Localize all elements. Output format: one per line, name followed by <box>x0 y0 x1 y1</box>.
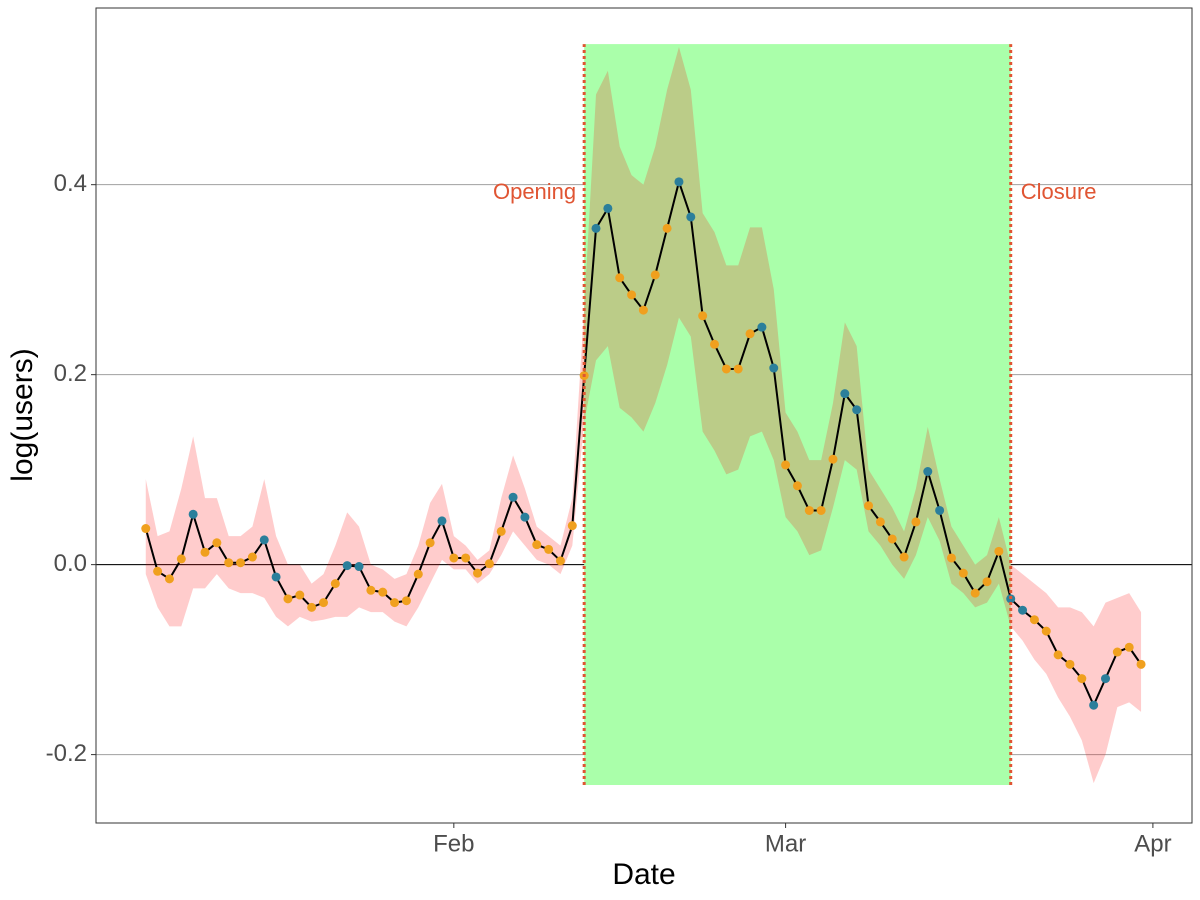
point <box>721 364 731 374</box>
point <box>591 223 601 233</box>
shaded-region <box>584 44 1011 786</box>
point <box>698 311 708 321</box>
point <box>200 547 210 557</box>
point <box>1065 659 1075 669</box>
point <box>1077 674 1087 684</box>
point <box>390 598 400 608</box>
point <box>769 363 779 373</box>
point <box>816 505 826 515</box>
point <box>982 577 992 587</box>
point <box>473 568 483 578</box>
point <box>437 516 447 526</box>
point <box>508 492 518 502</box>
y-tick-label: 0.4 <box>54 170 87 197</box>
point <box>449 553 459 563</box>
point <box>283 594 293 604</box>
x-tick-label: Apr <box>1134 830 1171 857</box>
point <box>1029 615 1039 625</box>
point <box>674 177 684 187</box>
point <box>188 509 198 519</box>
point <box>638 305 648 315</box>
point <box>425 538 435 548</box>
point <box>176 554 186 564</box>
point <box>899 552 909 562</box>
point <box>1112 647 1122 657</box>
point <box>555 556 565 566</box>
plot-frame <box>95 7 1193 824</box>
point <box>864 501 874 511</box>
point <box>1101 674 1111 684</box>
point <box>1089 700 1099 710</box>
point <box>757 322 767 332</box>
point <box>1136 659 1146 669</box>
point <box>544 544 554 554</box>
point <box>946 553 956 563</box>
point <box>1124 642 1134 652</box>
point <box>804 505 814 515</box>
point <box>970 588 980 598</box>
point <box>792 481 802 491</box>
point <box>247 552 257 562</box>
point <box>994 546 1004 556</box>
point <box>484 559 494 569</box>
point <box>212 538 222 548</box>
point <box>378 587 388 597</box>
point <box>318 598 328 608</box>
x-axis-label: Date <box>612 858 675 891</box>
y-tick-label: 0.2 <box>54 360 87 387</box>
point <box>567 521 577 531</box>
point <box>532 540 542 550</box>
point <box>307 602 317 612</box>
point <box>224 558 234 568</box>
point <box>875 517 885 527</box>
point <box>330 579 340 589</box>
point <box>887 534 897 544</box>
point <box>1018 605 1028 615</box>
point <box>852 405 862 415</box>
point <box>615 273 625 283</box>
point <box>259 535 269 545</box>
point <box>153 566 163 576</box>
point <box>461 553 471 563</box>
point <box>401 596 411 606</box>
point <box>958 568 968 578</box>
point <box>840 389 850 399</box>
point <box>709 339 719 349</box>
y-tick-label: 0.0 <box>54 550 87 577</box>
point <box>164 574 174 584</box>
x-tick-label: Feb <box>433 830 474 857</box>
point <box>781 460 791 470</box>
point <box>496 526 506 536</box>
point <box>745 329 755 339</box>
annotation: Opening <box>493 179 576 204</box>
point <box>1053 650 1063 660</box>
point <box>354 562 364 572</box>
point <box>911 517 921 527</box>
point <box>603 203 613 213</box>
y-axis-label: log(users) <box>6 348 39 481</box>
point <box>733 364 743 374</box>
point <box>1041 626 1051 636</box>
point <box>413 569 423 579</box>
point <box>342 561 352 571</box>
point <box>366 585 376 595</box>
y-tick-label: -0.2 <box>46 740 87 767</box>
point <box>520 512 530 522</box>
point <box>271 572 281 582</box>
point <box>236 558 246 568</box>
point <box>650 270 660 280</box>
point <box>935 505 945 515</box>
point <box>923 467 933 477</box>
point <box>295 590 305 600</box>
point <box>686 212 696 222</box>
annotation: Closure <box>1021 179 1097 204</box>
point <box>662 223 672 233</box>
point <box>828 454 838 464</box>
point <box>141 524 151 534</box>
point <box>627 290 637 300</box>
x-tick-label: Mar <box>765 830 806 857</box>
